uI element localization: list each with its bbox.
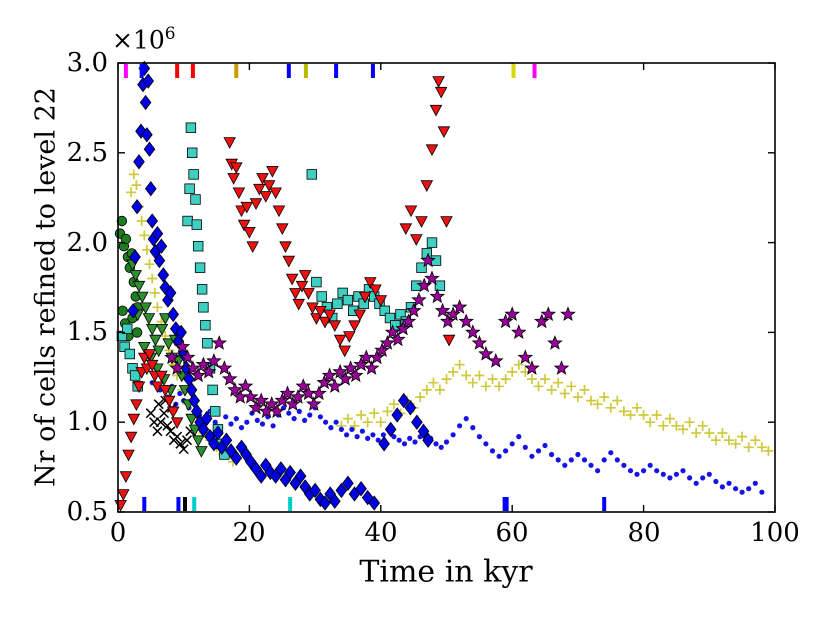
xtick-label-80: 80 bbox=[627, 518, 661, 548]
xtick-label-100: 100 bbox=[750, 518, 800, 548]
ytick-label-0-5: 0.5 bbox=[66, 497, 108, 527]
xtick-label-20: 20 bbox=[232, 518, 266, 548]
xtick-label-60: 60 bbox=[495, 518, 529, 548]
xtick-label-0: 0 bbox=[109, 518, 127, 548]
ytick-label-1-0: 1.0 bbox=[66, 407, 108, 437]
ytick-label-1-5: 1.5 bbox=[66, 317, 108, 347]
xtick-label-40: 40 bbox=[364, 518, 398, 548]
ytick-label-3-0: 3.0 bbox=[66, 48, 108, 78]
ytick-label-2-5: 2.5 bbox=[66, 138, 108, 168]
ytick-label-2-0: 2.0 bbox=[66, 228, 108, 258]
y-axis-offset-label: ×106 bbox=[112, 24, 176, 55]
x-axis-label: Time in kyr bbox=[359, 554, 533, 590]
